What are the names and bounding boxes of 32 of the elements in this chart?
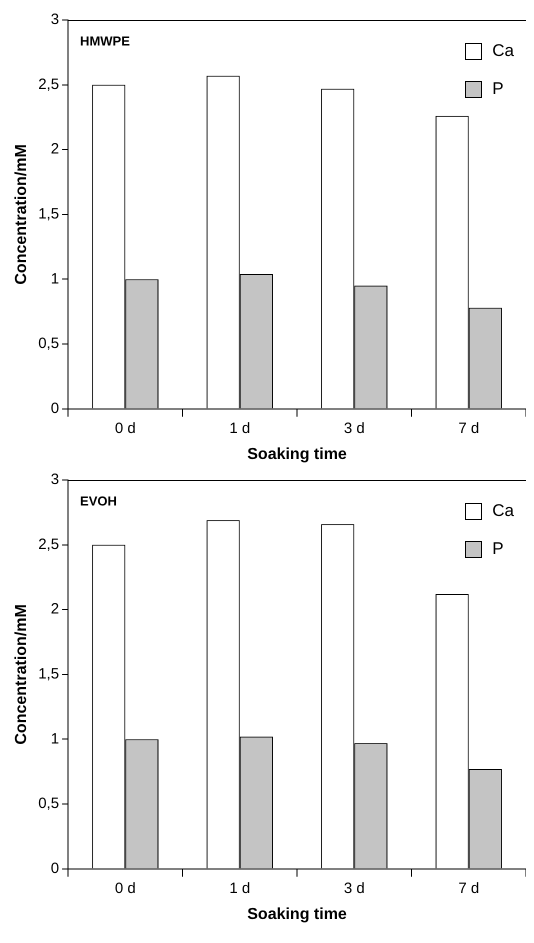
legend-label: P [492,79,504,99]
y-tick-label: 1 [50,270,60,288]
y-tick-label: 1,5 [38,206,60,223]
legend-label: P [492,539,504,559]
y-tick-label: 0,5 [38,795,60,812]
y-axis-title: Concentration/mM [13,144,30,285]
y-axis-title: Concentration/mM [13,604,30,745]
y-tick-label: 1 [50,730,60,748]
x-tick-label: 1 d [229,420,250,437]
y-tick-label: 0 [50,400,60,417]
x-axis-title: Soaking time [247,906,347,923]
x-tick-label: 7 d [458,420,480,437]
y-tick-label: 0,5 [38,335,60,352]
x-tick-label: 7 d [458,880,480,897]
x-axis-title: Soaking time [247,446,347,463]
text: EVOH [80,494,117,509]
text: Ca [492,41,514,61]
y-tick-label: 2 [50,140,60,158]
y-tick-label: 3 [50,11,60,28]
text: Ca [492,501,514,521]
x-tick-label: 0 d [114,420,136,437]
x-tick-label: 1 d [229,880,250,897]
y-tick-label: 2,5 [38,76,60,93]
y-tick-label: 2,5 [38,536,60,553]
text: HMWPE [80,34,130,49]
x-tick-label: 3 d [344,880,365,897]
y-tick-label: 3 [50,471,60,488]
y-tick-label: 1,5 [38,666,60,683]
x-tick-label: 3 d [344,420,365,437]
y-tick-label: 2 [50,600,60,618]
x-tick-label: 0 d [114,880,136,897]
y-tick-label: 0 [50,860,60,877]
